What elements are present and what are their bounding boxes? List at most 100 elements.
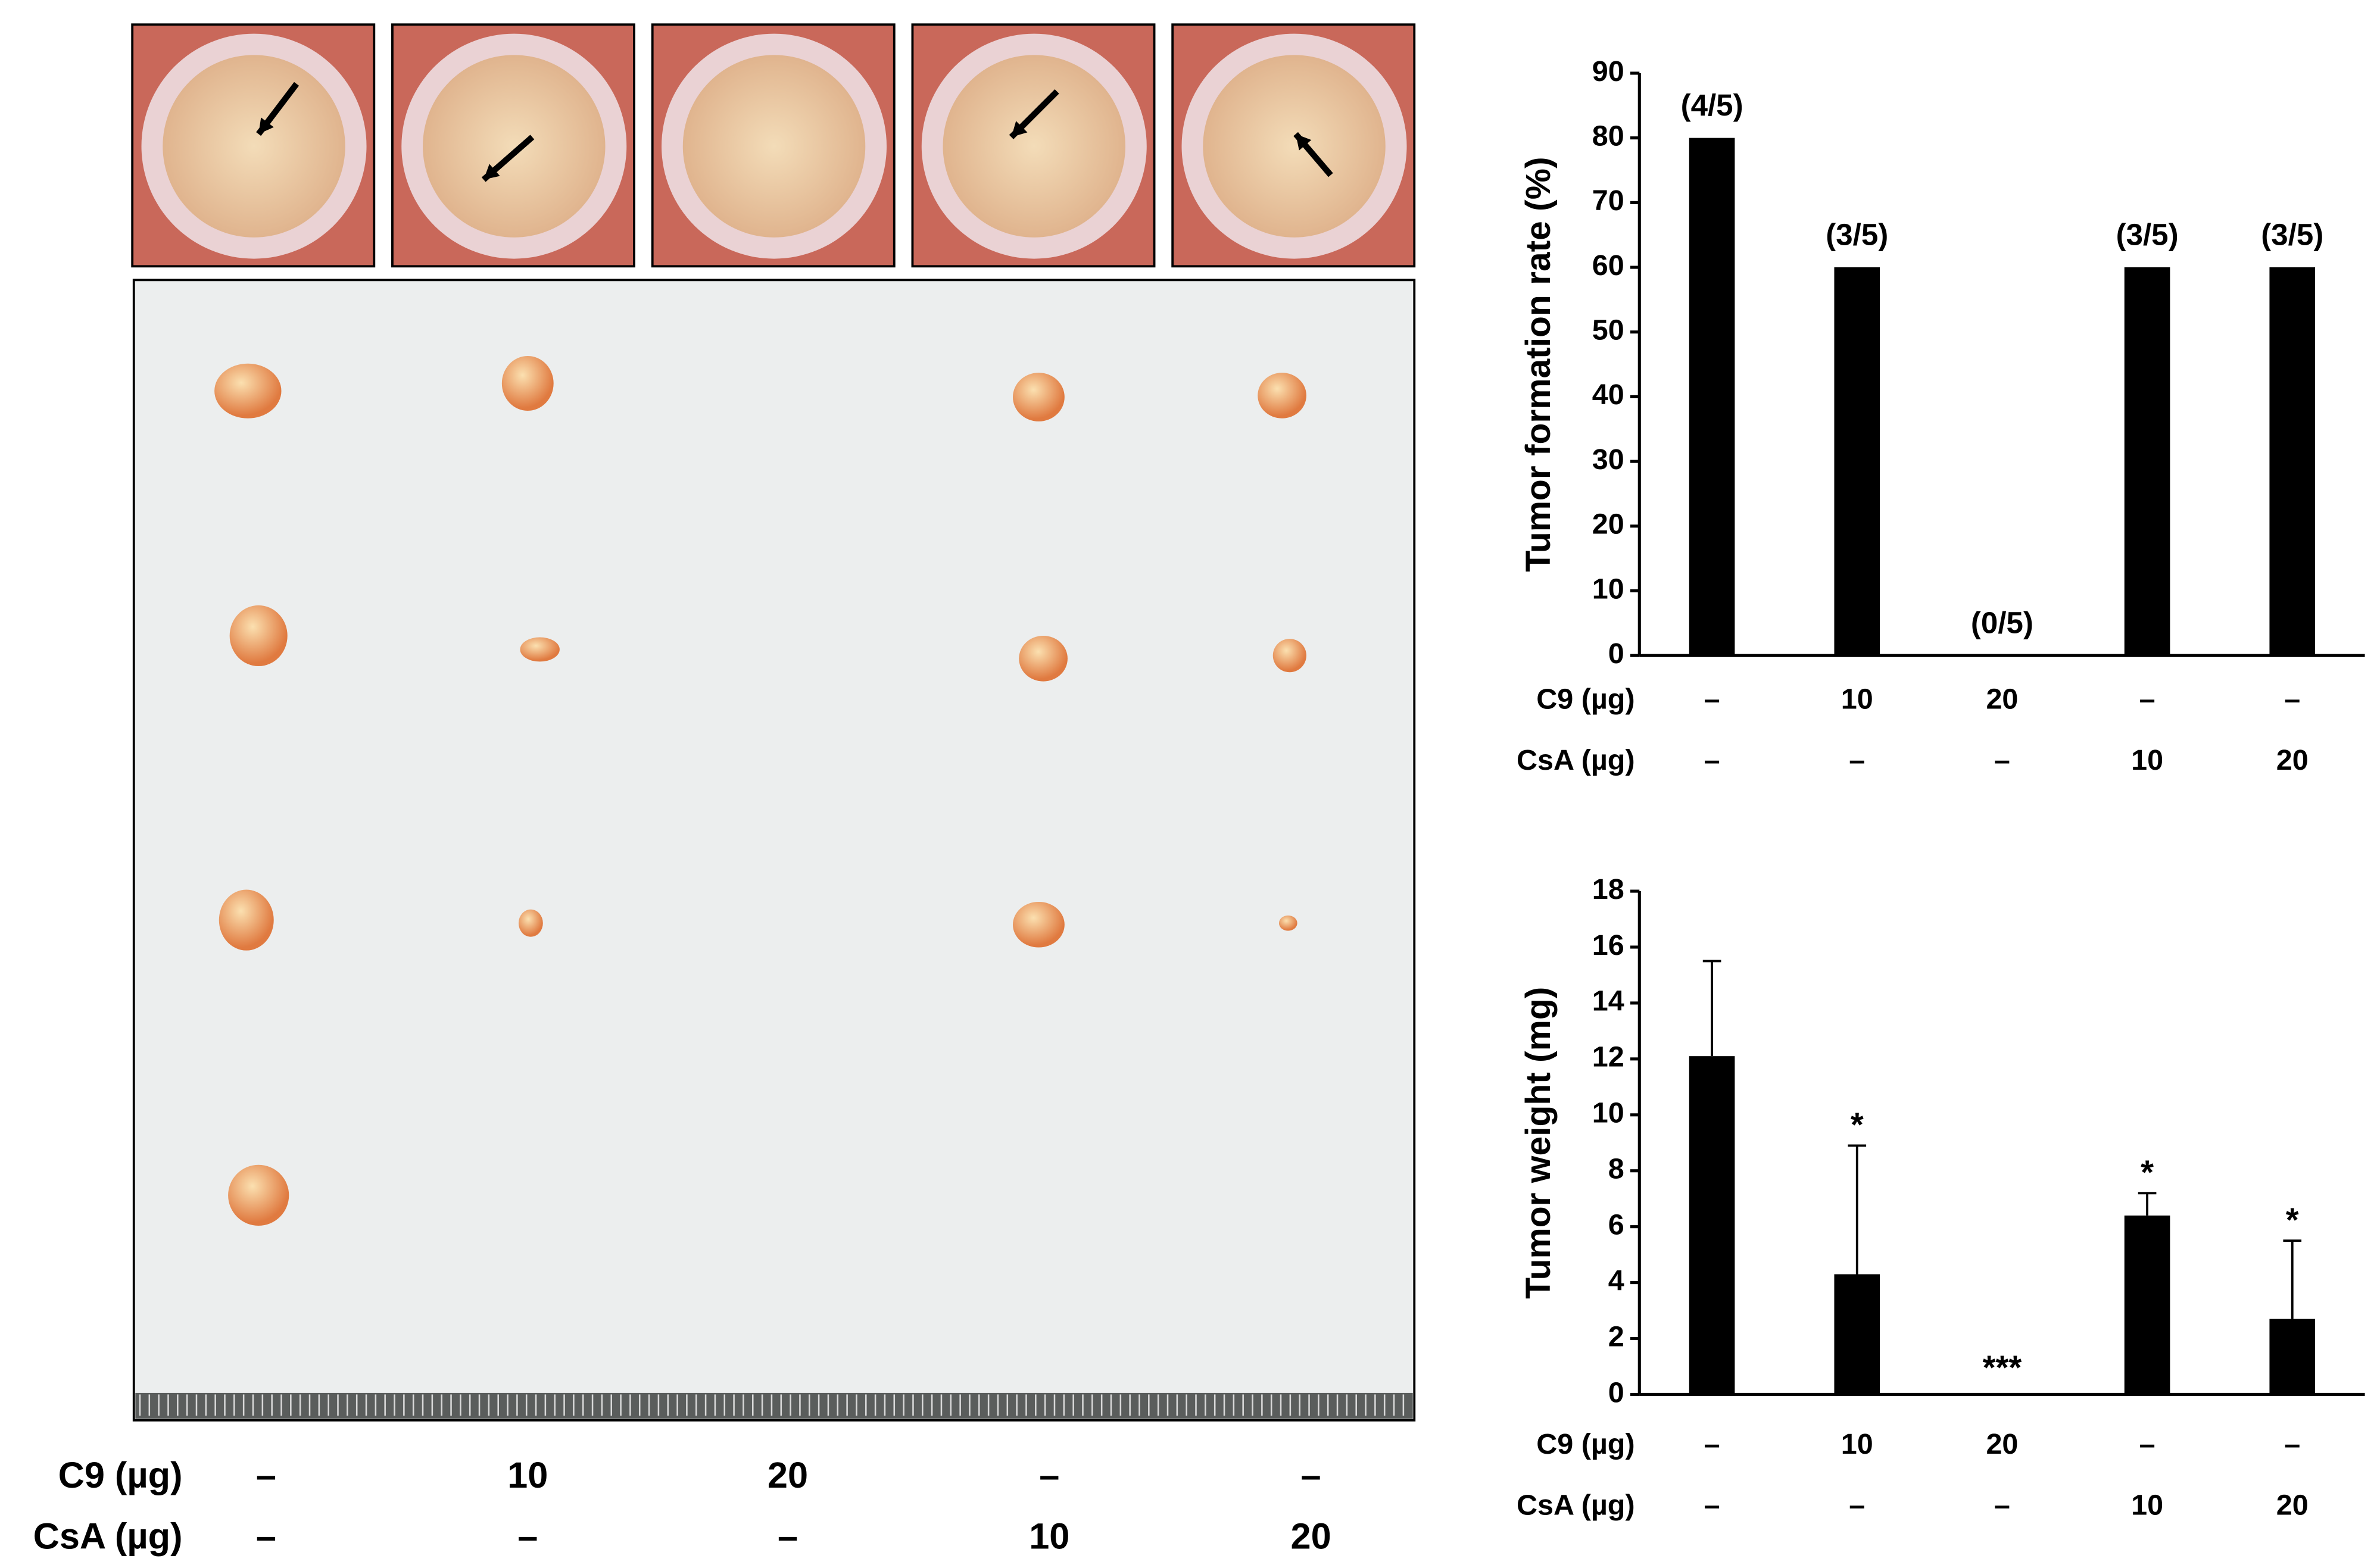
x-tick-label: –	[1849, 1489, 1865, 1521]
bar	[2124, 267, 2170, 656]
tumor	[214, 363, 282, 418]
bar	[1834, 267, 1880, 656]
y-tick-label: 80	[1592, 120, 1624, 152]
y-tick-label: 8	[1608, 1153, 1624, 1185]
arrow-head	[483, 164, 500, 180]
bar	[2269, 267, 2316, 656]
x-tick-label: –	[2139, 683, 2155, 716]
x-tick-label: 20	[2276, 744, 2309, 776]
x-tick-label: –	[1704, 683, 1720, 716]
well	[423, 55, 606, 238]
y-tick-label: 4	[1608, 1264, 1624, 1297]
row-label: CsA (µg)	[1517, 744, 1635, 776]
y-tick-label: 12	[1592, 1041, 1624, 1073]
y-tick-label: 10	[1592, 1097, 1624, 1129]
tumor	[1013, 373, 1065, 421]
tumor	[219, 889, 274, 951]
x-tick-label: –	[1704, 744, 1720, 776]
x-tick-label: 20	[2276, 1489, 2309, 1521]
x-tick-label: 10	[1841, 683, 1873, 716]
well	[1203, 55, 1386, 238]
y-tick-label: 30	[1592, 443, 1624, 476]
ruler	[135, 1392, 1413, 1419]
y-axis-label: Tumor weight (mg)	[1519, 987, 1558, 1299]
significance: *	[2286, 1201, 2299, 1238]
significance: *	[1851, 1106, 1864, 1144]
value-label: (3/5)	[2116, 217, 2179, 251]
well	[163, 55, 345, 238]
value-label: (3/5)	[2261, 217, 2323, 251]
x-tick-label: 10	[2131, 1489, 2163, 1521]
bar	[1834, 1274, 1880, 1395]
x-tick-label: –	[1994, 744, 2010, 776]
y-tick-label: 10	[1592, 573, 1624, 605]
y-tick-label: 0	[1608, 1376, 1624, 1408]
row-value: 20	[1291, 1516, 1331, 1556]
x-tick-label: –	[2284, 1428, 2300, 1460]
row-value: –	[256, 1516, 276, 1556]
row-label: CsA (µg)	[1517, 1489, 1635, 1521]
x-tick-label: –	[1704, 1489, 1720, 1521]
x-tick-label: –	[1849, 744, 1865, 776]
row-value: –	[1301, 1455, 1321, 1495]
row-value: –	[517, 1516, 538, 1556]
arrow-head	[258, 117, 274, 135]
bar	[1689, 1056, 1735, 1395]
x-tick-label: 10	[2131, 744, 2163, 776]
row-value: 20	[768, 1455, 808, 1495]
y-tick-label: 14	[1592, 985, 1624, 1017]
y-tick-label: 18	[1592, 873, 1624, 905]
y-tick-label: 90	[1592, 55, 1624, 88]
row-value: 10	[507, 1455, 548, 1495]
y-tick-label: 0	[1608, 638, 1624, 670]
tumor	[518, 909, 543, 937]
row-value: –	[256, 1455, 276, 1495]
x-tick-label: –	[2284, 683, 2300, 716]
significance: *	[2141, 1153, 2154, 1191]
y-tick-label: 50	[1592, 314, 1624, 346]
x-tick-label: –	[1994, 1489, 2010, 1521]
tumor	[1013, 901, 1065, 948]
x-tick-label: –	[2139, 1428, 2155, 1460]
tumor	[228, 1164, 289, 1226]
tumor	[520, 637, 560, 662]
tumor	[1019, 635, 1068, 682]
tumor	[1278, 915, 1297, 931]
x-tick-label: 10	[1841, 1428, 1873, 1460]
bar	[2124, 1215, 2170, 1395]
arrow-head	[1011, 121, 1028, 138]
value-label: (4/5)	[1681, 88, 1743, 122]
row-label: C9 (µg)	[1536, 1428, 1634, 1460]
y-tick-label: 6	[1608, 1208, 1624, 1241]
x-tick-label: 20	[1986, 1428, 2018, 1460]
y-axis-label: Tumor formation rate (%)	[1519, 157, 1558, 571]
x-tick-label: –	[1704, 1428, 1720, 1460]
row-value: –	[778, 1516, 798, 1556]
value-label: (0/5)	[1971, 606, 2033, 640]
row-value: –	[1039, 1455, 1059, 1495]
y-tick-label: 20	[1592, 508, 1624, 541]
photo-panel: C9 (µg) – 10 20 – – CsA (µg) – – – 10 20	[33, 23, 1416, 1556]
tumor	[1272, 639, 1306, 673]
bar	[2269, 1319, 2316, 1395]
y-tick-label: 40	[1592, 379, 1624, 411]
x-tick-label: 20	[1986, 683, 2018, 716]
tumor-photo	[132, 279, 1416, 1422]
value-label: (3/5)	[1826, 217, 1888, 251]
well	[682, 55, 866, 238]
tumor	[1258, 373, 1306, 418]
y-tick-label: 2	[1608, 1320, 1624, 1353]
tumor	[501, 356, 554, 411]
row-label: CsA (µg)	[33, 1516, 183, 1556]
well	[943, 55, 1126, 238]
y-tick-label: 70	[1592, 185, 1624, 217]
row-value: 10	[1029, 1516, 1069, 1556]
y-tick-label: 60	[1592, 249, 1624, 282]
row-label: C9 (µg)	[1536, 683, 1634, 716]
arrow-head	[1296, 134, 1312, 151]
y-tick-label: 16	[1592, 929, 1624, 961]
row-label: C9 (µg)	[58, 1455, 183, 1495]
tumor	[229, 605, 288, 667]
significance: ***	[1983, 1348, 2022, 1386]
